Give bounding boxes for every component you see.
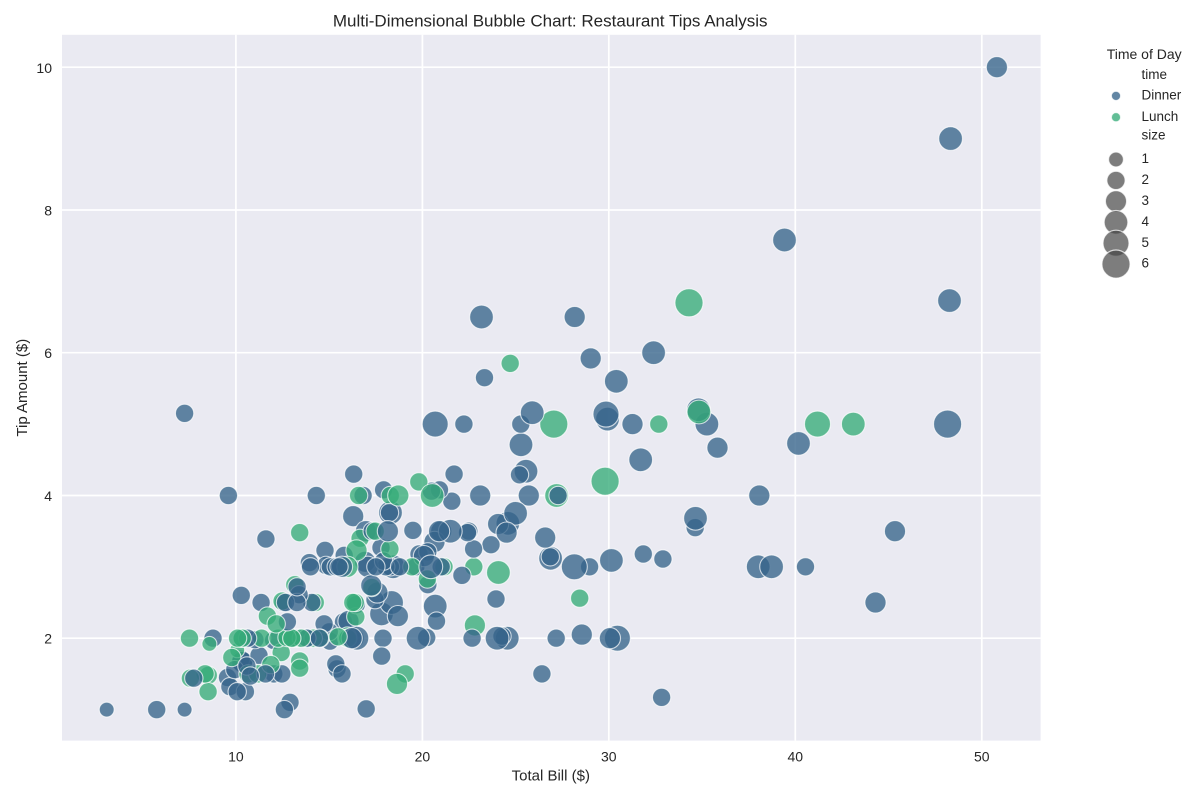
svg-text:size: size bbox=[1142, 128, 1166, 143]
svg-text:10: 10 bbox=[36, 60, 52, 76]
svg-text:2: 2 bbox=[1142, 172, 1150, 187]
svg-text:Total Bill ($): Total Bill ($) bbox=[512, 768, 590, 785]
svg-text:Time of Day: Time of Day bbox=[1107, 46, 1182, 62]
svg-text:6: 6 bbox=[1142, 256, 1150, 271]
svg-text:6: 6 bbox=[44, 345, 52, 361]
svg-text:Multi-Dimensional Bubble Chart: Multi-Dimensional Bubble Chart: Restaura… bbox=[333, 12, 768, 31]
svg-text:5: 5 bbox=[1142, 235, 1150, 250]
svg-text:50: 50 bbox=[974, 749, 990, 765]
svg-text:30: 30 bbox=[601, 749, 617, 765]
svg-text:2: 2 bbox=[44, 631, 52, 647]
svg-text:10: 10 bbox=[228, 749, 244, 765]
svg-text:Tip Amount ($): Tip Amount ($) bbox=[14, 339, 31, 437]
svg-text:4: 4 bbox=[44, 488, 52, 504]
svg-text:1: 1 bbox=[1142, 151, 1150, 166]
svg-text:40: 40 bbox=[788, 749, 804, 765]
svg-text:8: 8 bbox=[44, 203, 52, 219]
svg-text:time: time bbox=[1142, 67, 1168, 82]
svg-text:3: 3 bbox=[1142, 193, 1150, 208]
svg-text:Dinner: Dinner bbox=[1142, 87, 1182, 102]
svg-text:Lunch: Lunch bbox=[1142, 109, 1179, 124]
svg-text:20: 20 bbox=[415, 749, 431, 765]
svg-text:4: 4 bbox=[1142, 214, 1150, 229]
